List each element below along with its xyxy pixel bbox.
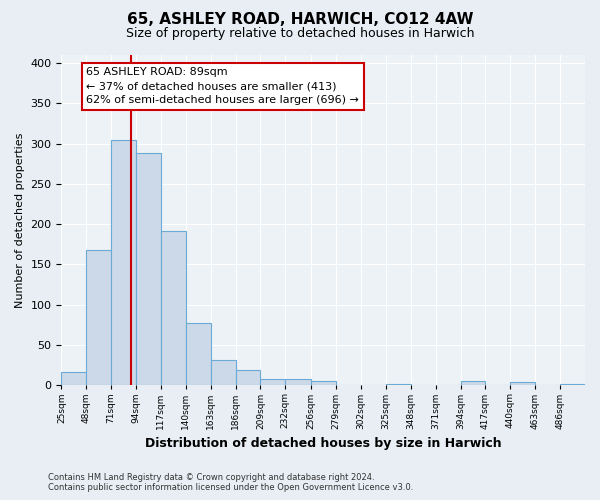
Bar bbox=[236, 370, 260, 386]
Text: Contains HM Land Registry data © Crown copyright and database right 2024.
Contai: Contains HM Land Registry data © Crown c… bbox=[48, 473, 413, 492]
Bar bbox=[61, 372, 86, 386]
Bar bbox=[136, 154, 161, 386]
Bar bbox=[461, 382, 485, 386]
Bar bbox=[560, 384, 585, 386]
Bar bbox=[286, 379, 311, 386]
Bar bbox=[111, 140, 136, 386]
X-axis label: Distribution of detached houses by size in Harwich: Distribution of detached houses by size … bbox=[145, 437, 502, 450]
Text: Size of property relative to detached houses in Harwich: Size of property relative to detached ho… bbox=[126, 28, 474, 40]
Text: 65, ASHLEY ROAD, HARWICH, CO12 4AW: 65, ASHLEY ROAD, HARWICH, CO12 4AW bbox=[127, 12, 473, 28]
Bar bbox=[260, 379, 286, 386]
Bar bbox=[311, 382, 336, 386]
Bar bbox=[161, 232, 186, 386]
Bar bbox=[511, 382, 535, 386]
Bar bbox=[86, 250, 111, 386]
Y-axis label: Number of detached properties: Number of detached properties bbox=[15, 132, 25, 308]
Bar bbox=[211, 360, 236, 386]
Text: 65 ASHLEY ROAD: 89sqm
← 37% of detached houses are smaller (413)
62% of semi-det: 65 ASHLEY ROAD: 89sqm ← 37% of detached … bbox=[86, 67, 359, 105]
Bar bbox=[186, 322, 211, 386]
Bar bbox=[386, 384, 411, 386]
